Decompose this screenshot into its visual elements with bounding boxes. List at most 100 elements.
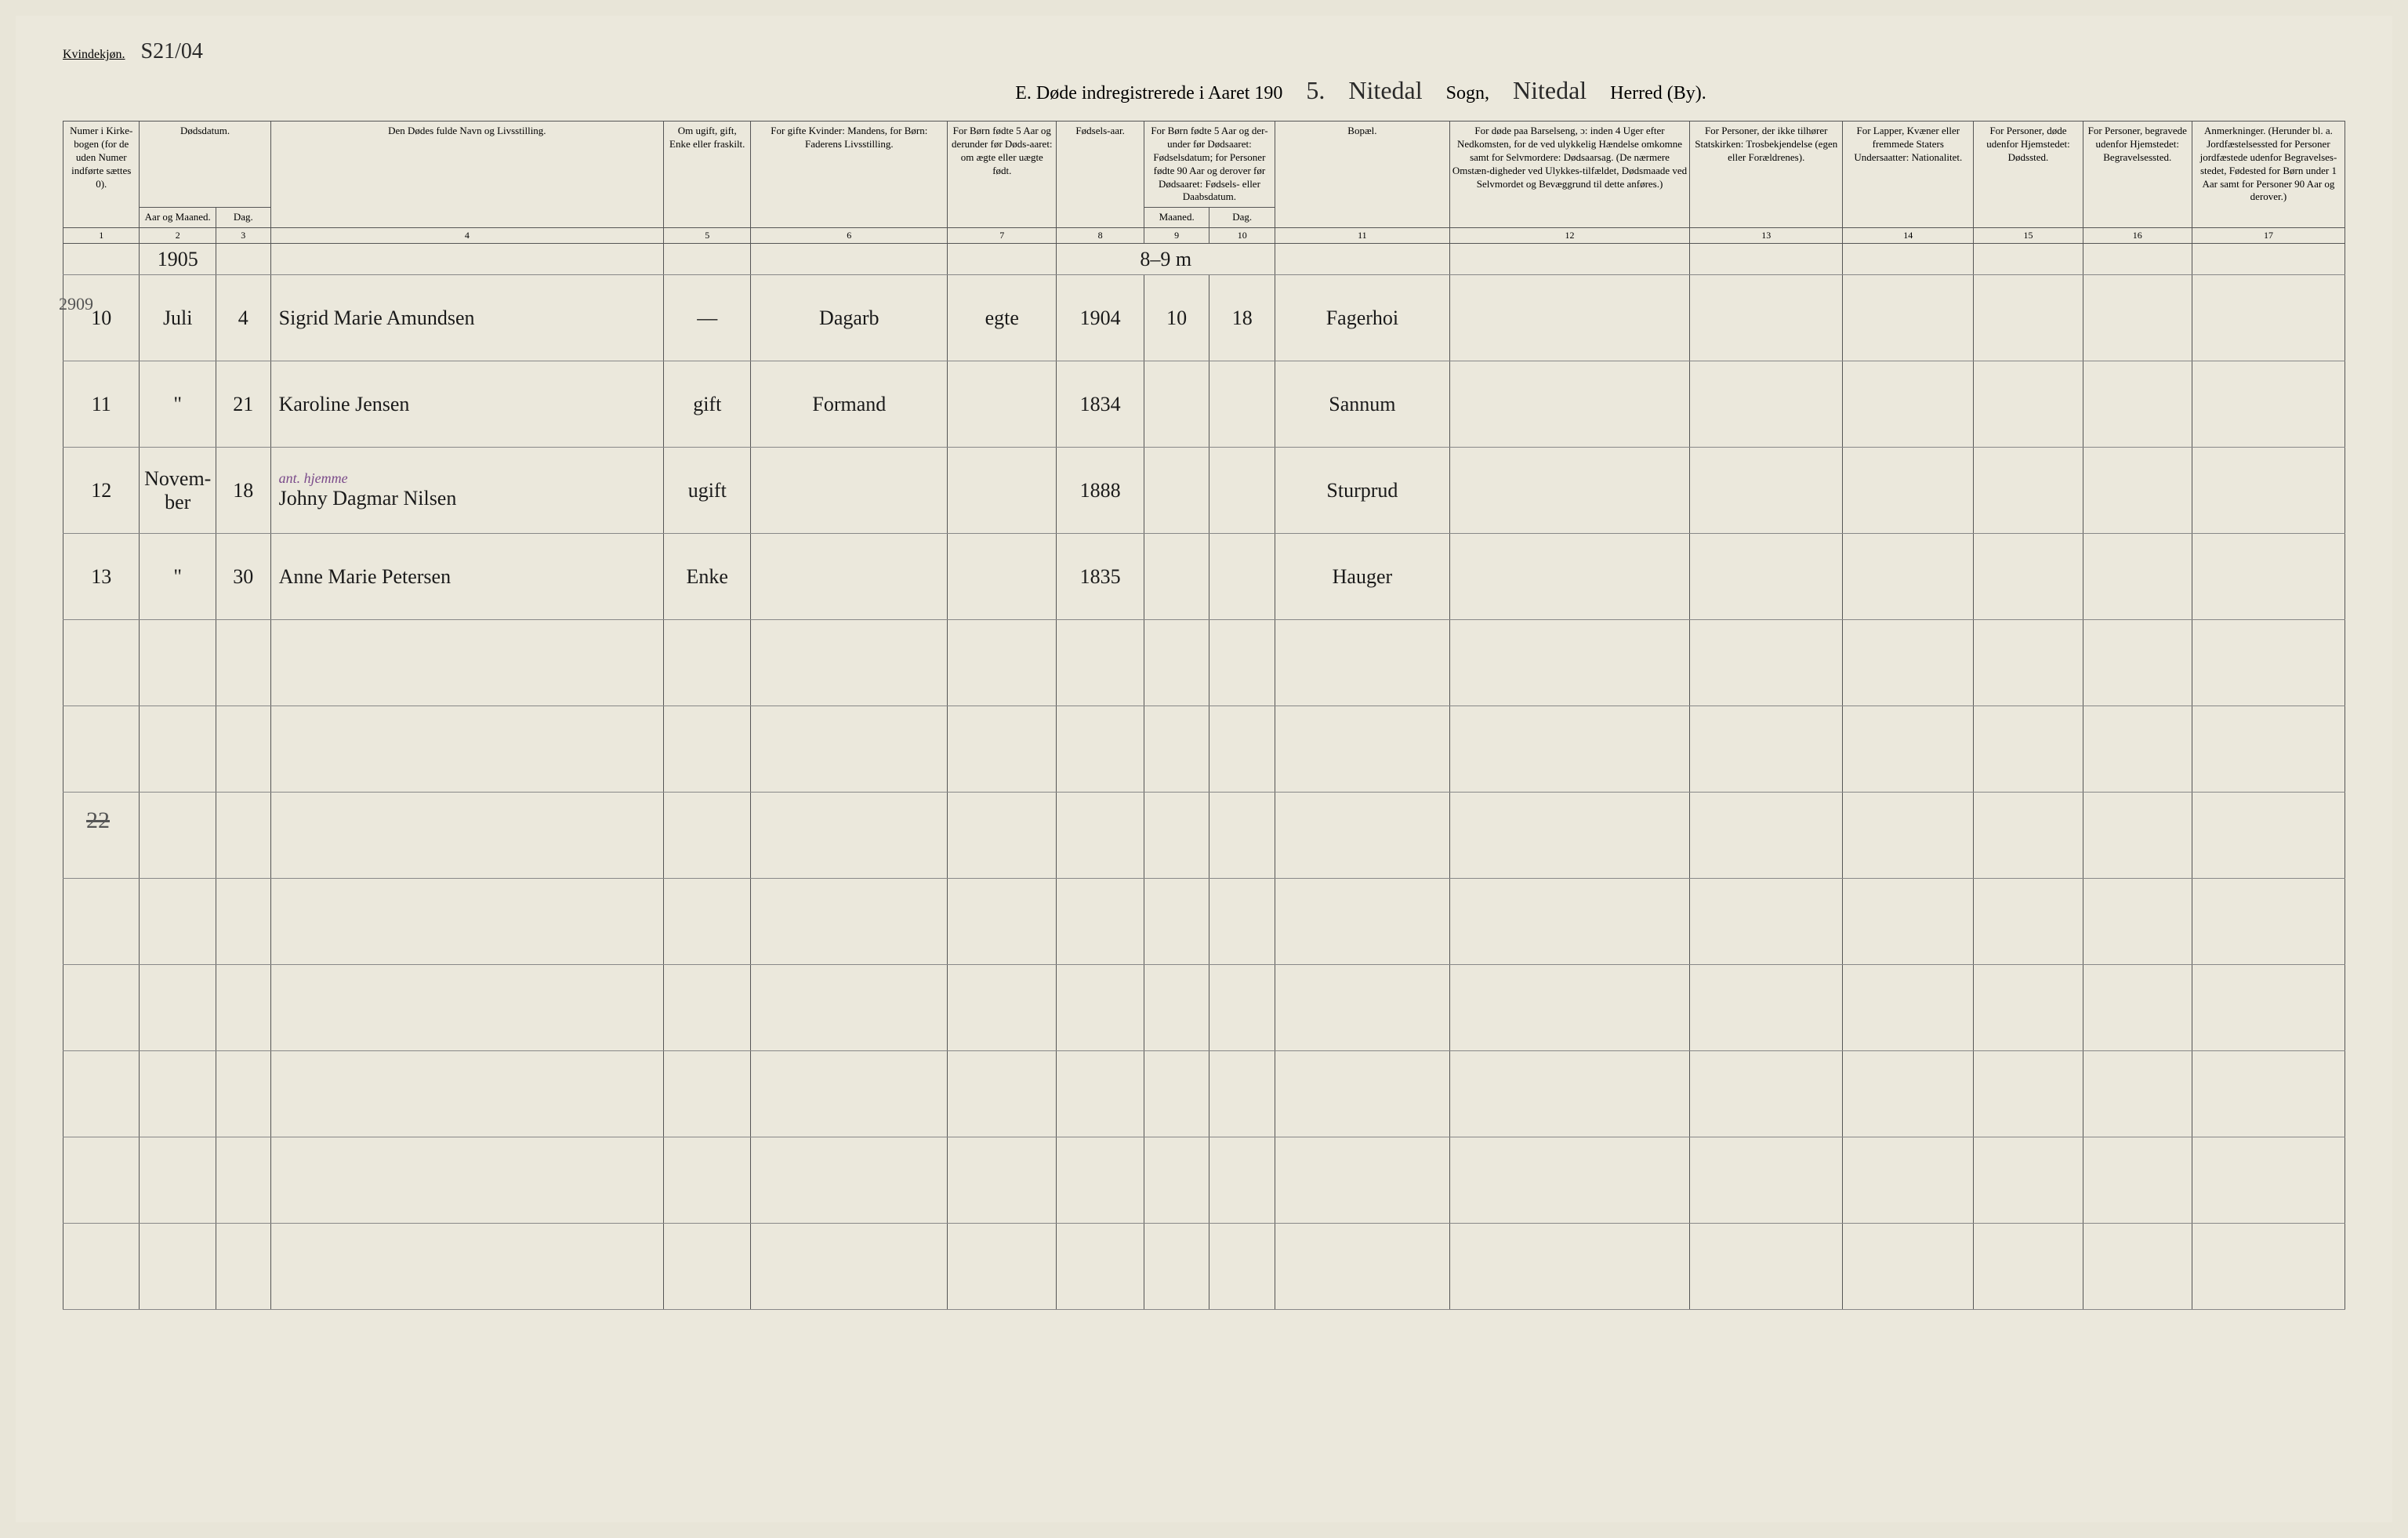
cell: Juli — [140, 275, 216, 361]
district-handwritten: Nitedal — [1513, 76, 1587, 105]
cell — [2192, 448, 2345, 534]
column-number: 13 — [1690, 228, 1843, 244]
col-header-15: For Personer, døde udenfor Hjemstedet: D… — [1974, 122, 2083, 228]
cell: 13 — [63, 534, 140, 620]
cell: 18 — [1209, 275, 1275, 361]
cell: gift — [664, 361, 751, 448]
gender-label: Kvindekjøn. — [63, 48, 125, 62]
cell — [1209, 534, 1275, 620]
cell — [1690, 448, 1843, 534]
cell: Novem-ber — [140, 448, 216, 534]
col-header-17: Anmerkninger. (Herunder bl. a. Jordfæste… — [2192, 122, 2345, 228]
cell — [1449, 534, 1689, 620]
empty-row — [63, 706, 2345, 793]
cell: ant. hjemmeJohny Dagmar Nilsen — [270, 448, 663, 534]
empty-row — [63, 793, 2345, 879]
col-header-2-3: Dødsdatum. — [140, 122, 270, 208]
col-subheader-2: Aar og Maaned. — [140, 208, 216, 228]
cell — [1974, 448, 2083, 534]
cell: 12 — [63, 448, 140, 534]
cell: 10 — [63, 275, 140, 361]
parish-handwritten: Nitedal — [1348, 76, 1422, 105]
col-header-13: For Personer, der ikke tilhører Statskir… — [1690, 122, 1843, 228]
col-subheader-3: Dag. — [216, 208, 270, 228]
cell: Anne Marie Petersen — [270, 534, 663, 620]
table-header: Numer i Kirke-bogen (for de uden Numer i… — [63, 122, 2345, 244]
gender-note: S21/04 — [141, 39, 203, 64]
column-number: 8 — [1057, 228, 1144, 244]
cell: " — [140, 534, 216, 620]
cell — [1974, 534, 2083, 620]
cell — [751, 534, 948, 620]
column-number: 1 — [63, 228, 140, 244]
col-header-14: For Lapper, Kvæner eller fremmede Stater… — [1843, 122, 1974, 228]
table-row: 12Novem-ber18ant. hjemmeJohny Dagmar Nil… — [63, 448, 2345, 534]
cell — [1449, 448, 1689, 534]
cell: " — [140, 361, 216, 448]
register-table: Numer i Kirke-bogen (for de uden Numer i… — [63, 121, 2345, 1310]
cell — [1974, 361, 2083, 448]
cell: 1904 — [1057, 275, 1144, 361]
cell — [1974, 275, 2083, 361]
cell: 1834 — [1057, 361, 1144, 448]
column-number: 15 — [1974, 228, 2083, 244]
cell — [751, 448, 948, 534]
cell — [2083, 448, 2192, 534]
cell: egte — [948, 275, 1057, 361]
cell: 21 — [216, 361, 270, 448]
column-number: 5 — [664, 228, 751, 244]
column-number: 3 — [216, 228, 270, 244]
column-number: 11 — [1275, 228, 1449, 244]
col-subheader-10: Dag. — [1209, 208, 1275, 228]
cell — [1209, 448, 1275, 534]
cell: Karoline Jensen — [270, 361, 663, 448]
col-header-12: For døde paa Barselseng, ɔ: inden 4 Uger… — [1449, 122, 1689, 228]
parish-label: Sogn, — [1446, 83, 1489, 104]
cell — [2083, 275, 2192, 361]
cell — [1843, 534, 1974, 620]
tally-note: 22 — [86, 807, 110, 834]
column-number-row: 1234567891011121314151617 — [63, 228, 2345, 244]
col-header-4: Den Dødes fulde Navn og Livsstilling. — [270, 122, 663, 228]
column-number: 2 — [140, 228, 216, 244]
cell — [2192, 534, 2345, 620]
cell: 30 — [216, 534, 270, 620]
table-row: 13"30Anne Marie PetersenEnke1835Hauger — [63, 534, 2345, 620]
column-number: 4 — [270, 228, 663, 244]
cell: Sturprud — [1275, 448, 1449, 534]
cell: Formand — [751, 361, 948, 448]
district-label: Herred (By). — [1610, 83, 1706, 104]
cell — [2192, 275, 2345, 361]
col-header-7: For Børn fødte 5 Aar og derunder før Død… — [948, 122, 1057, 228]
col-subheader-9: Maaned. — [1144, 208, 1209, 228]
cell: Dagarb — [751, 275, 948, 361]
column-number: 6 — [751, 228, 948, 244]
cell — [948, 448, 1057, 534]
col-header-5: Om ugift, gift, Enke eller fraskilt. — [664, 122, 751, 228]
cell — [1843, 448, 1974, 534]
cell: 4 — [216, 275, 270, 361]
column-number: 7 — [948, 228, 1057, 244]
cell: 18 — [216, 448, 270, 534]
cell — [1449, 361, 1689, 448]
col-header-8: Fødsels-aar. — [1057, 122, 1144, 228]
empty-row — [63, 1224, 2345, 1310]
register-page: Kvindekjøn. S21/04 E. Døde indregistrere… — [16, 16, 2392, 1522]
title-line: E. Døde indregistrerede i Aaret 1905. Ni… — [63, 76, 2345, 105]
cell — [948, 361, 1057, 448]
empty-row — [63, 879, 2345, 965]
empty-row — [63, 965, 2345, 1051]
col-header-6: For gifte Kvinder: Mandens, for Børn: Fa… — [751, 122, 948, 228]
cell: Sigrid Marie Amundsen — [270, 275, 663, 361]
col-header-16: For Personer, begravede udenfor Hjemsted… — [2083, 122, 2192, 228]
cell — [1843, 361, 1974, 448]
title-prefix: E. Døde indregistrerede i Aaret 190 — [1015, 83, 1282, 104]
cell: 1835 — [1057, 534, 1144, 620]
table-row: 11"21Karoline JensengiftFormand1834Sannu… — [63, 361, 2345, 448]
cell — [1144, 534, 1209, 620]
cell — [1144, 361, 1209, 448]
cell — [1843, 275, 1974, 361]
column-number: 9 — [1144, 228, 1209, 244]
cell — [1690, 275, 1843, 361]
cell: Enke — [664, 534, 751, 620]
